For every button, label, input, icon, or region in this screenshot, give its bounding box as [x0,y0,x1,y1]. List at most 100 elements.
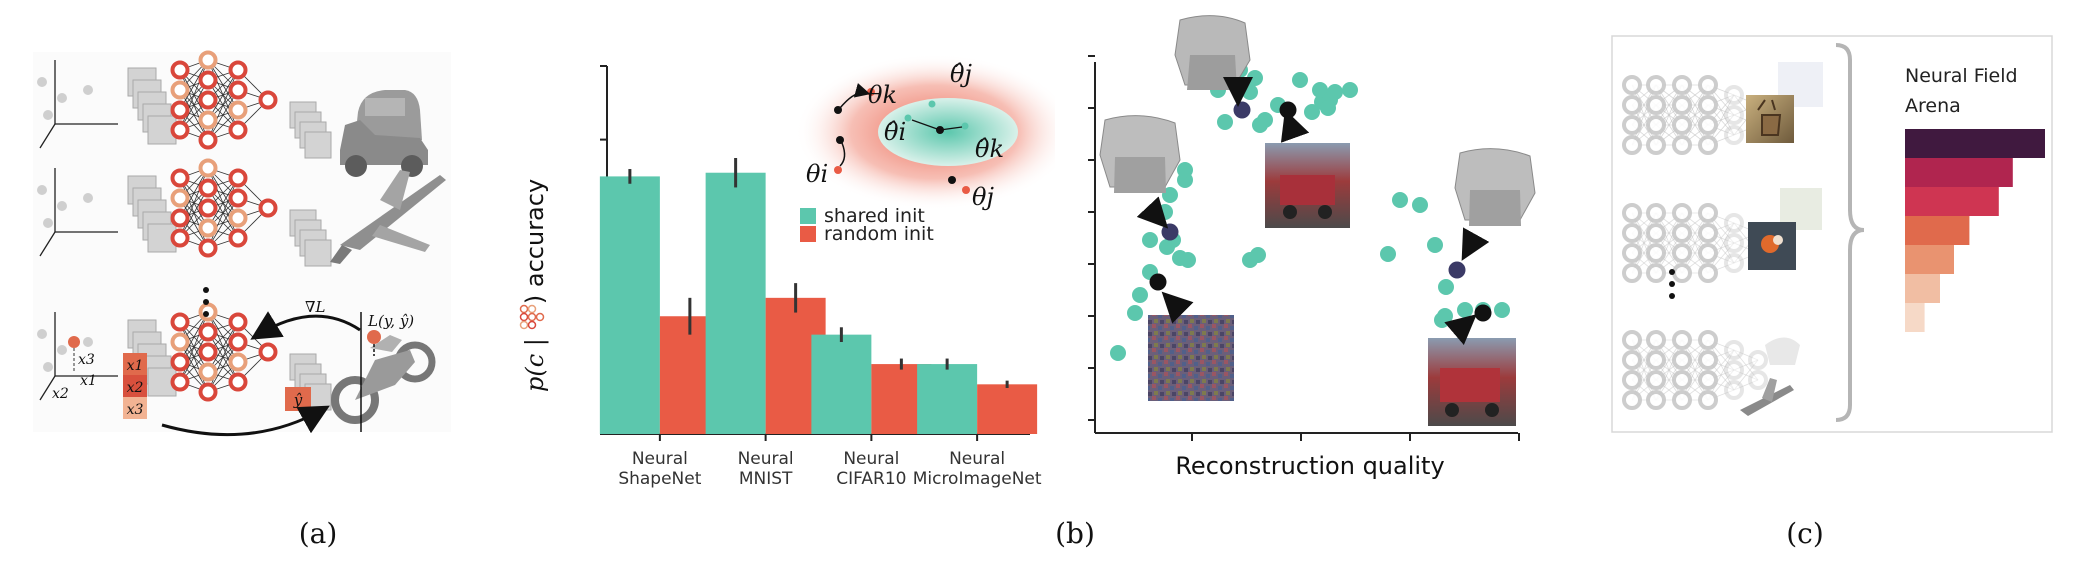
sample-point [68,336,80,348]
neural-networks-group [170,50,278,402]
coordinate-point [43,110,53,120]
theta-i-label: θi [806,160,828,188]
network-node [1698,263,1718,283]
leaderboard-bars [1905,129,2045,332]
red-truck-image [1428,338,1516,426]
scatter-point [1127,305,1143,321]
network-node [228,208,248,228]
network-edge [207,321,239,373]
axis-line [39,231,56,257]
x3-box-label: x3 [127,402,144,418]
network-node [258,90,278,110]
theta-point [834,166,842,174]
network-node [198,198,218,218]
highlighted-point [1448,261,1466,279]
scatter-point [1217,114,1233,130]
coordinate-point [37,329,47,339]
scatter-point [1320,100,1336,116]
network-edge [1681,339,1709,401]
scatter-point [1494,302,1510,318]
leaderboard-bar [1905,158,2013,187]
scatter-point [1292,72,1308,88]
network-edge [1733,359,1759,391]
motorcycle-icon [331,335,436,424]
network-node [228,100,248,120]
network-node [1646,350,1666,370]
deer-image [1746,62,1823,143]
scatter-point [1177,162,1193,178]
network-edge [179,311,209,383]
network-node [170,188,190,208]
theta-hat-i-label: θ̂i [884,118,906,146]
ellipsis-dot [203,287,209,293]
scatter-point [1252,117,1268,133]
panel-c: Neural Field Arena [1611,35,2053,433]
bar-shared [705,172,766,434]
coordinate-point [57,201,67,211]
airplane-icon [330,170,446,264]
network-node [1698,115,1718,135]
network-node [198,238,218,258]
network-node [258,342,278,362]
scatter-point [1380,246,1396,262]
network-node [1724,253,1744,273]
coordinate-point [37,185,47,195]
theta-hat-j-label: θ̂j [950,60,972,88]
network-node [1672,95,1692,115]
network-node [1698,75,1718,95]
pointer-arrow [1461,227,1490,261]
network-node [198,342,218,362]
network-node [1646,370,1666,390]
leaderboard-bar [1905,187,1999,216]
pointer-arrow [1280,109,1310,143]
network-edge [1733,349,1759,381]
category-label: Neural MNIST [738,449,794,489]
coordinate-point [43,218,53,228]
scatter-point [1342,82,1358,98]
network-node [170,80,190,100]
network-node [228,120,248,140]
forward-arrow [161,405,330,437]
scatter-plot: Reconstruction quality [1055,15,1555,492]
noise-image [1148,315,1234,401]
network-edge [1631,84,1657,146]
network-node [170,120,190,140]
network-node [170,168,190,188]
network-node [228,80,248,100]
network-edge [207,321,239,393]
network-node [198,178,218,198]
network-node [228,60,248,80]
network-edge [1655,339,1683,401]
network-node [1698,203,1718,223]
bar-random [977,384,1038,434]
output-slice [304,131,332,159]
loss-label: L(y, ŷ) [367,312,414,330]
coordinate-point [57,345,67,355]
category-label: Neural MicroImageNet [913,449,1042,489]
theta-hat-point [904,114,912,122]
x2-box-label: x2 [127,380,144,396]
legend-label-shared: shared init [824,205,925,227]
highlighted-point [1474,304,1492,322]
arena-title-line1: Neural Field [1905,65,2018,87]
network-node [1672,75,1692,95]
highlighted-point [1233,101,1251,119]
network-edge [1733,379,1759,391]
network-node [228,332,248,352]
curly-brace [1835,43,1865,422]
legend-swatch-random [800,226,816,242]
theta-point [836,136,844,144]
scatter-point [1142,232,1158,248]
network-node [228,228,248,248]
network-node [1646,95,1666,115]
network-node [1622,203,1642,223]
network-node [198,382,218,402]
network-node [1672,223,1692,243]
network-edge [1733,359,1759,371]
coordinate-point [43,362,53,372]
caption-c: (c) [1786,517,1824,550]
network-node [170,100,190,120]
category-label-line: Neural [632,449,688,469]
network-edge [1631,339,1657,401]
x2-axis-label: x2 [52,386,69,402]
